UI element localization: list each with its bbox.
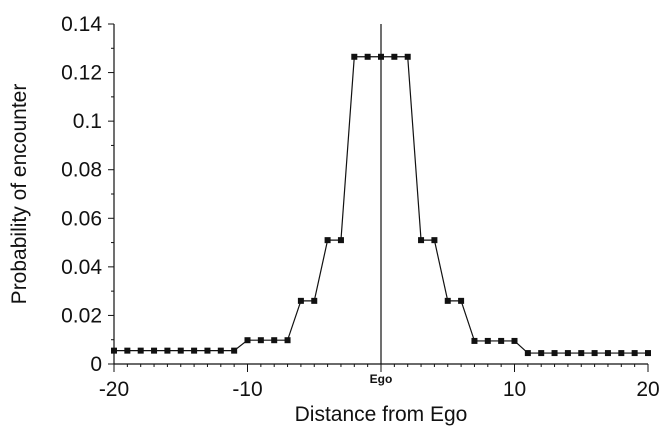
y-axis: 0 0.02 0.04 0.06 0.08 0.1 0.12 0.14 (61, 13, 381, 376)
data-point (578, 350, 584, 356)
data-point (138, 348, 144, 354)
data-point (285, 337, 291, 343)
data-point (525, 350, 531, 356)
data-point (111, 348, 117, 354)
y-tick-label: 0.04 (61, 256, 102, 279)
data-point (178, 348, 184, 354)
data-point (325, 237, 331, 243)
data-point (298, 298, 304, 304)
data-point (271, 337, 277, 343)
y-tick-label: 0.02 (61, 304, 102, 327)
data-point (632, 350, 638, 356)
data-point (485, 338, 491, 344)
x-tick-label: 20 (636, 378, 659, 401)
data-point (258, 337, 264, 343)
ego-label: Ego (370, 372, 393, 386)
data-point (605, 350, 611, 356)
data-point (512, 338, 518, 344)
x-tick-label: -10 (232, 378, 262, 401)
data-point (445, 298, 451, 304)
data-point (124, 348, 130, 354)
data-point (164, 348, 170, 354)
data-point (151, 348, 157, 354)
y-tick-label: 0 (90, 353, 102, 376)
y-tick-label: 0.1 (73, 110, 102, 133)
data-point (351, 54, 357, 60)
y-tick-label: 0.08 (61, 159, 102, 182)
x-tick-label: 10 (503, 378, 526, 401)
data-point (311, 298, 317, 304)
data-point (592, 350, 598, 356)
y-tick-label: 0.12 (61, 62, 102, 85)
data-point (245, 337, 251, 343)
data-point (565, 350, 571, 356)
data-point (471, 338, 477, 344)
data-point (218, 348, 224, 354)
data-point (538, 350, 544, 356)
data-point (431, 237, 437, 243)
data-point (418, 237, 424, 243)
y-axis-title: Probability of encounter (8, 84, 31, 305)
data-point (204, 348, 210, 354)
data-point (231, 348, 237, 354)
data-point (645, 350, 651, 356)
x-tick-label: -20 (99, 378, 129, 401)
data-point (552, 350, 558, 356)
data-point (365, 54, 371, 60)
y-tick-label: 0.06 (61, 207, 102, 230)
x-axis-title: Distance from Ego (295, 403, 468, 426)
data-point (191, 348, 197, 354)
data-point (618, 350, 624, 356)
data-point (498, 338, 504, 344)
data-point (405, 54, 411, 60)
data-point (338, 237, 344, 243)
data-point (391, 54, 397, 60)
data-point (378, 54, 384, 60)
y-tick-label: 0.14 (61, 13, 102, 36)
data-point (458, 298, 464, 304)
